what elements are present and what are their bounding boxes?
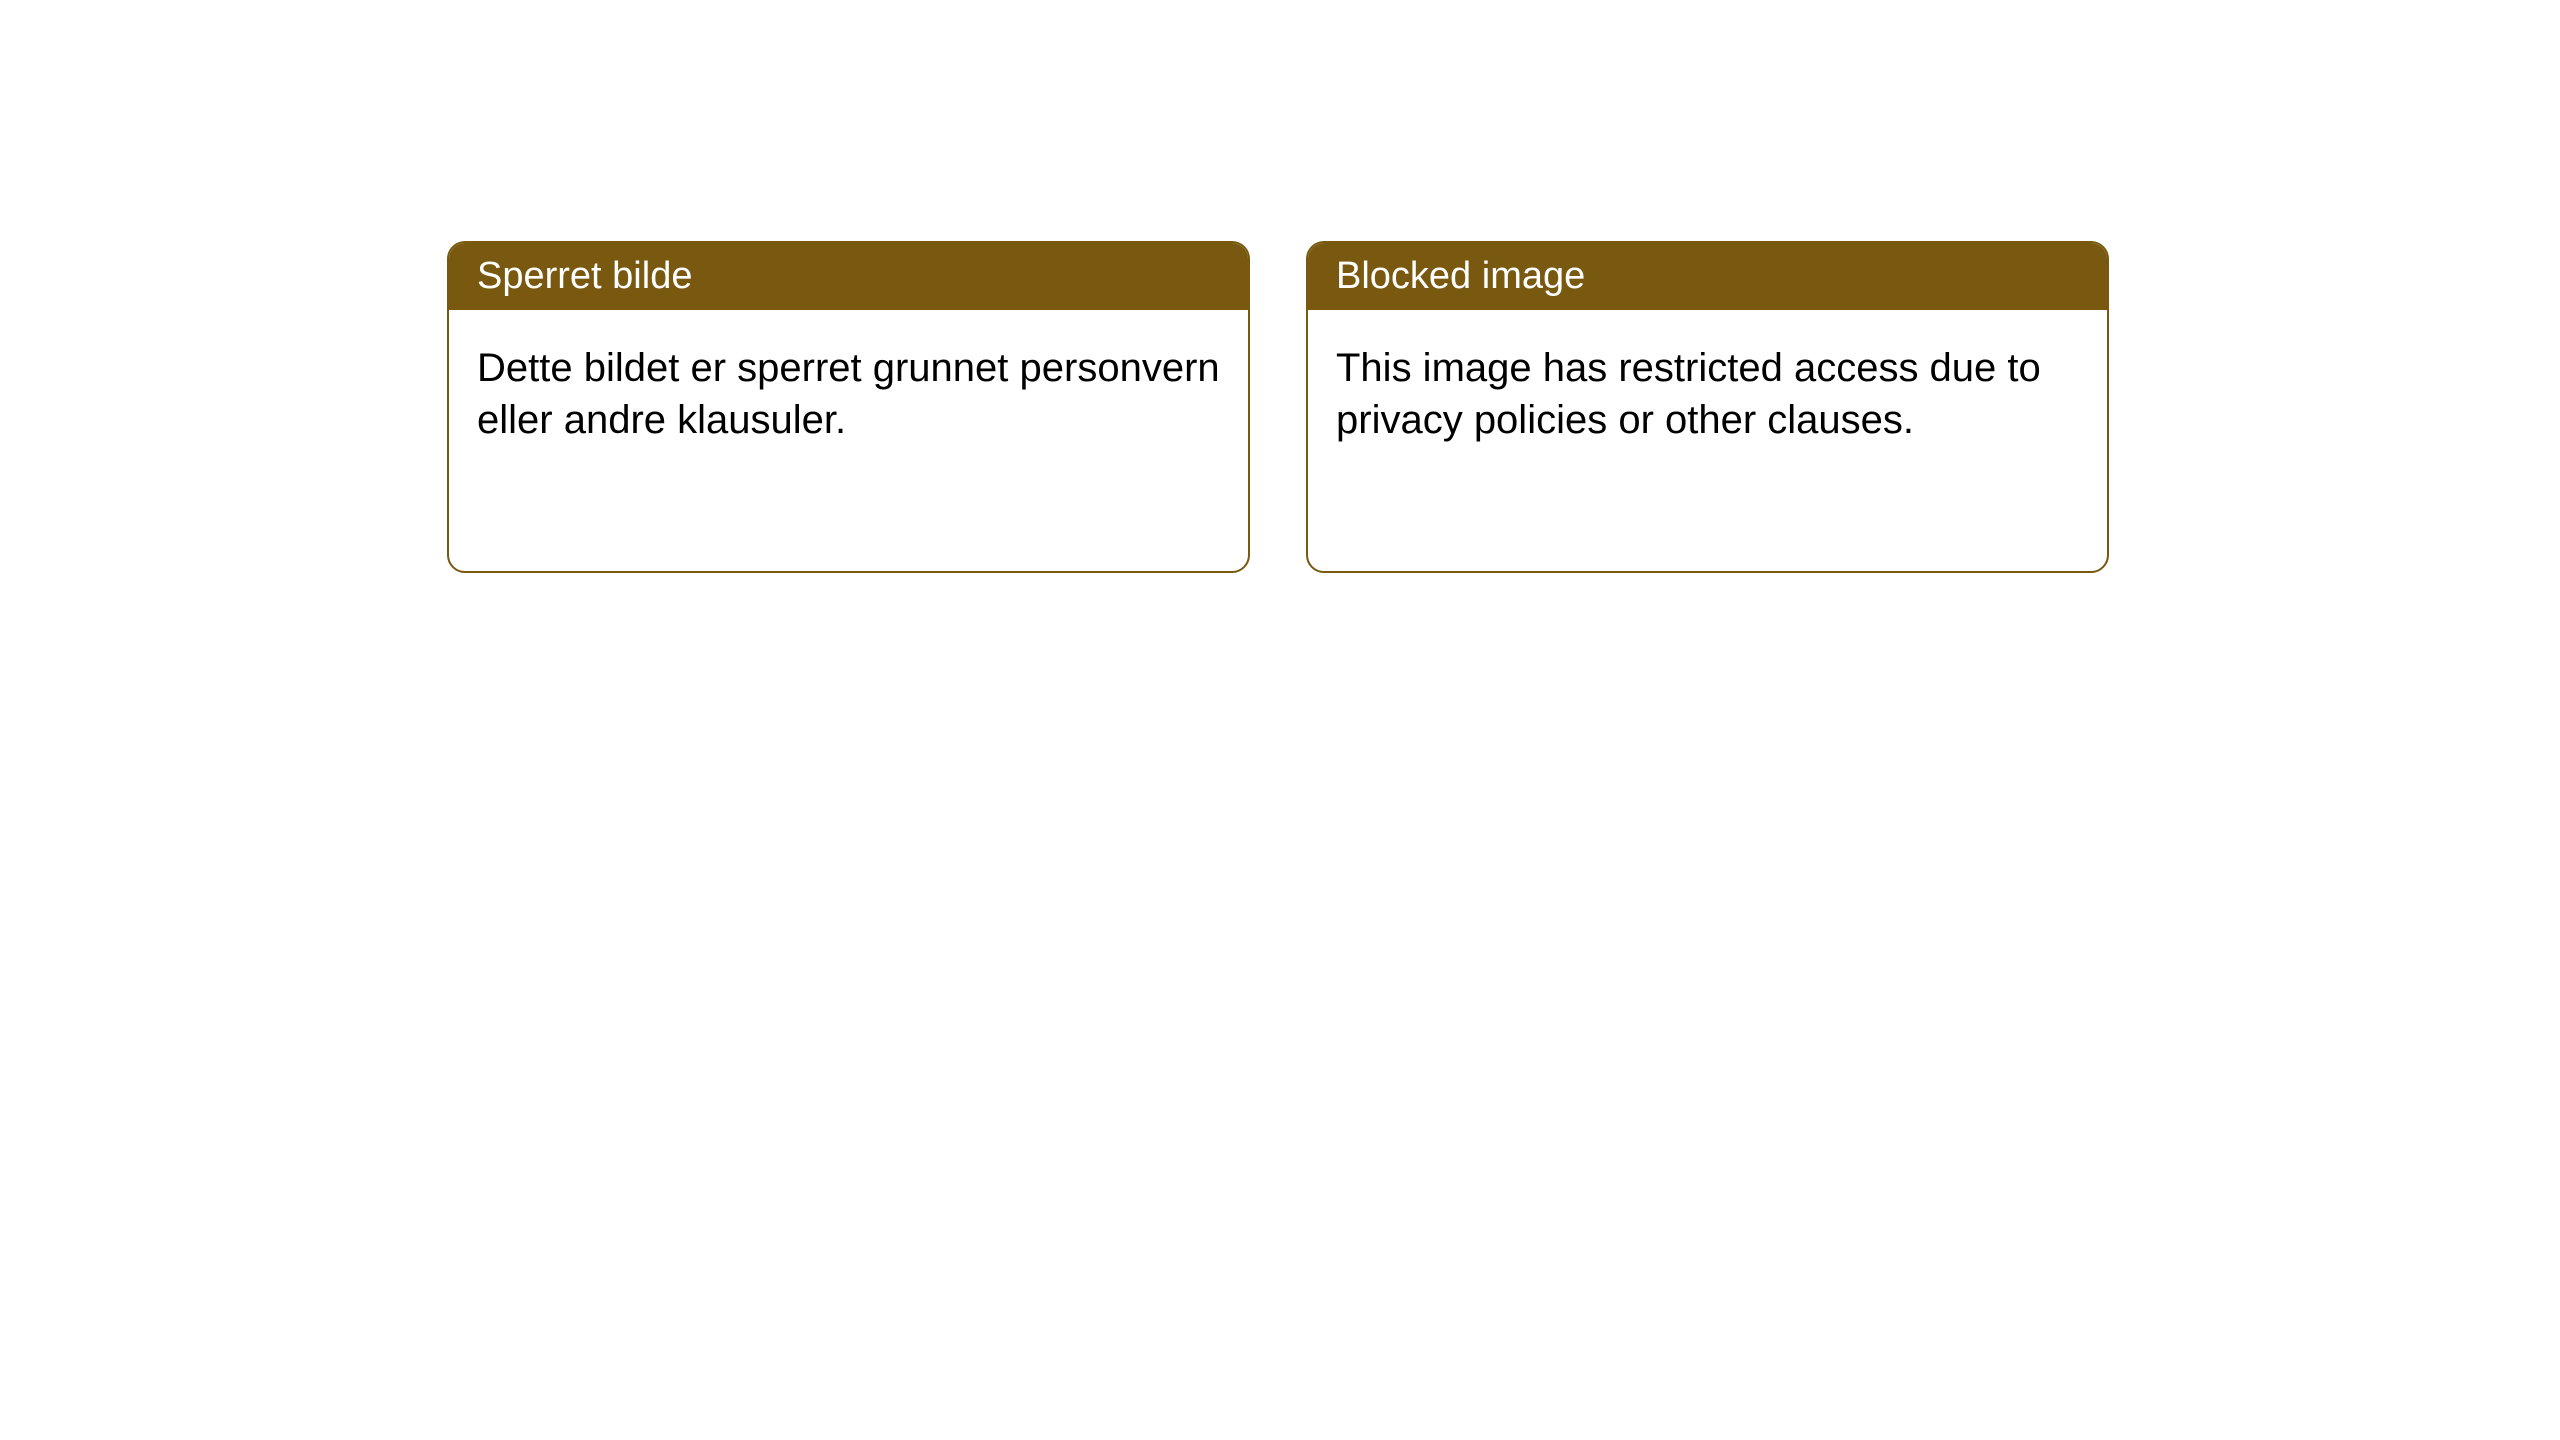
blocked-image-card-en: Blocked image This image has restricted …	[1306, 241, 2109, 573]
card-body: Dette bildet er sperret grunnet personve…	[449, 310, 1248, 478]
notice-container: Sperret bilde Dette bildet er sperret gr…	[0, 0, 2560, 573]
card-header: Blocked image	[1308, 243, 2107, 310]
blocked-image-card-no: Sperret bilde Dette bildet er sperret gr…	[447, 241, 1250, 573]
card-body: This image has restricted access due to …	[1308, 310, 2107, 478]
card-header: Sperret bilde	[449, 243, 1248, 310]
card-title: Sperret bilde	[477, 255, 692, 297]
card-title: Blocked image	[1336, 255, 1585, 297]
card-body-text: Dette bildet er sperret grunnet personve…	[477, 346, 1220, 442]
card-body-text: This image has restricted access due to …	[1336, 346, 2041, 442]
